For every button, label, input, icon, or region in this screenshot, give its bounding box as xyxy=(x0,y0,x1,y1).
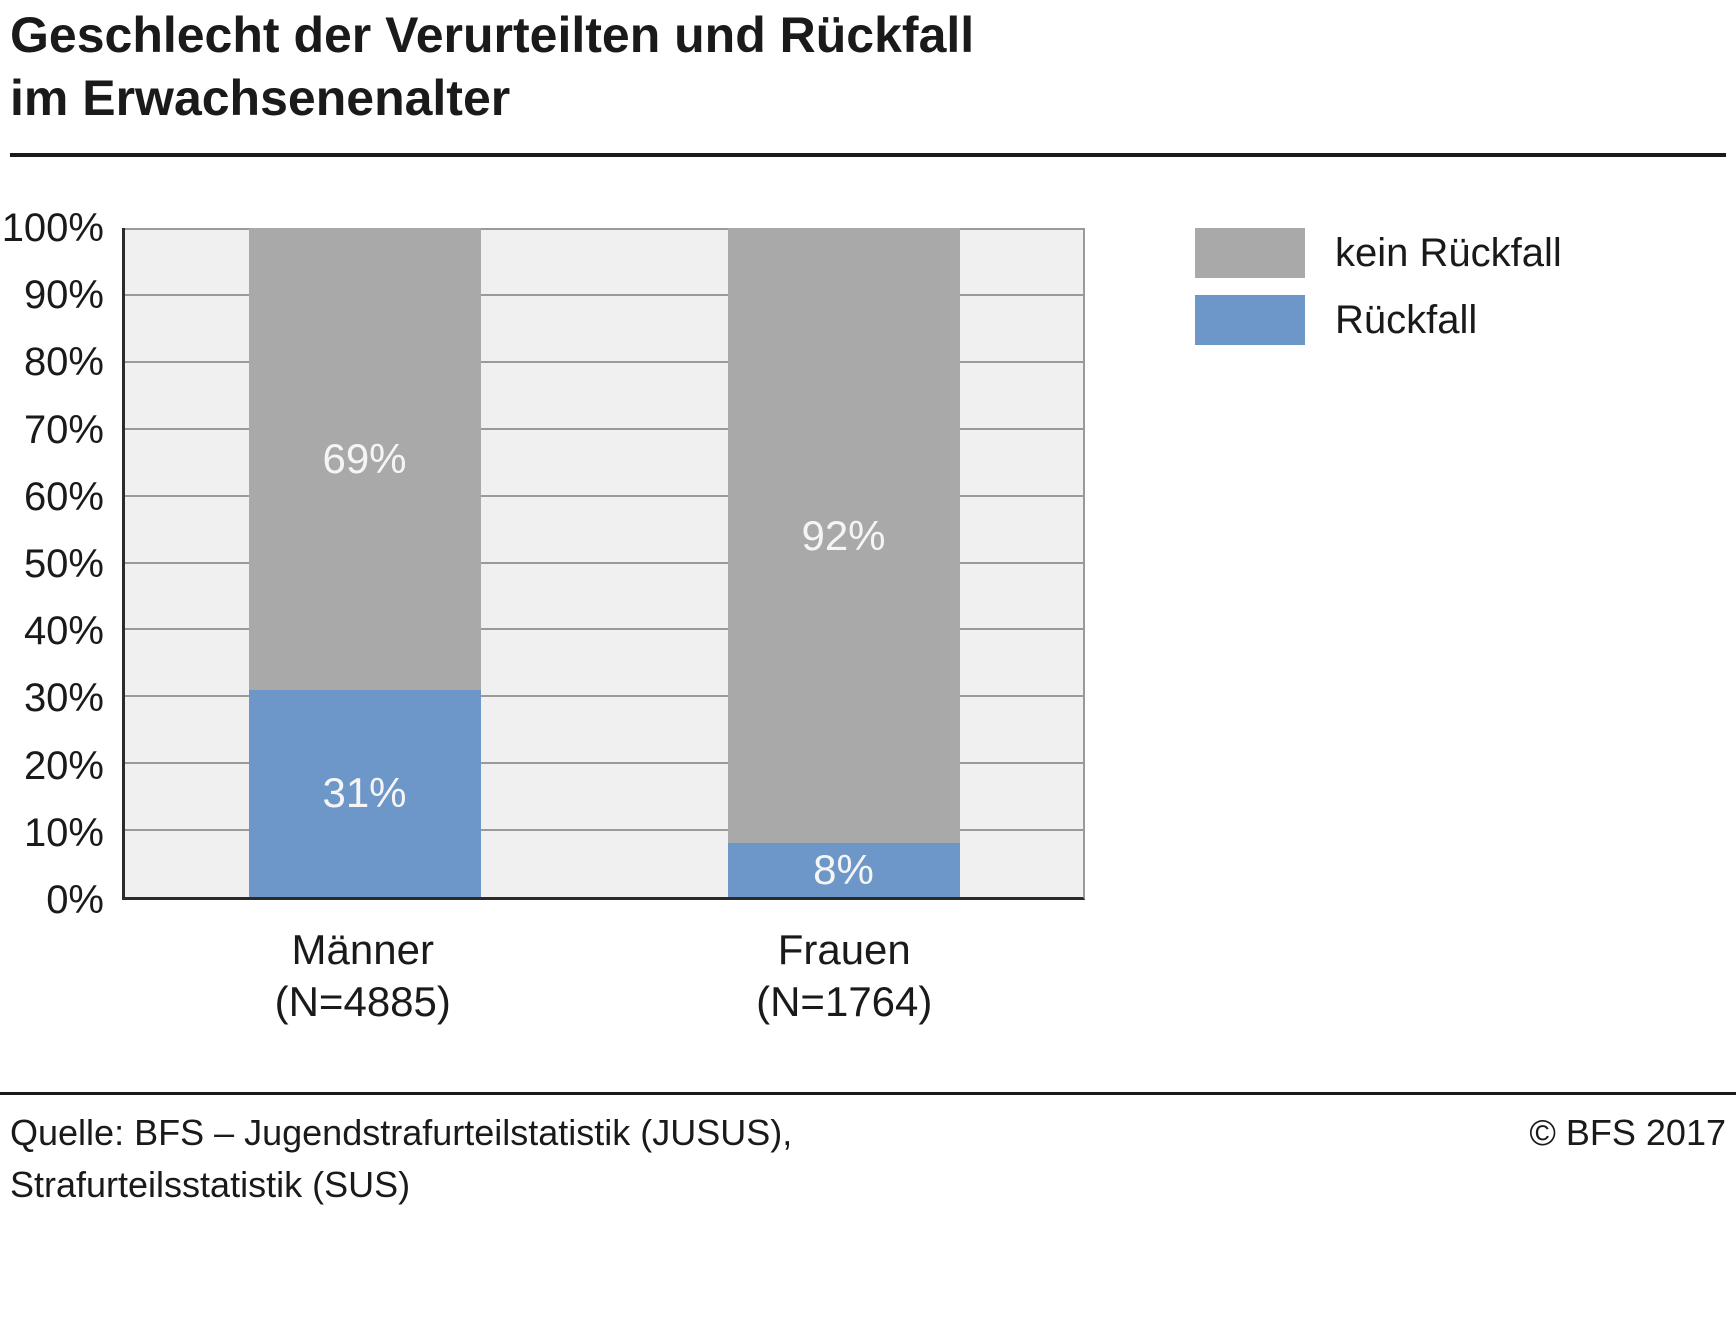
bar-value-label: 69% xyxy=(322,434,407,482)
legend: kein Rückfall Rückfall xyxy=(1195,228,1562,362)
y-tick-label: 20% xyxy=(23,743,104,788)
page-title: Geschlecht der Verurteilten und Rückfall… xyxy=(10,4,1726,130)
gridline xyxy=(125,293,1083,296)
x-label-frauen: Frauen (N=1764) xyxy=(604,924,1086,1028)
category-name: Männer xyxy=(291,926,434,973)
chart-header: Geschlecht der Verurteilten und Rückfall… xyxy=(0,0,1736,157)
gridline xyxy=(125,561,1083,564)
footer: Quelle: BFS – Jugendstrafurteilstatistik… xyxy=(0,1092,1736,1211)
legend-label-kein-rueckfall: kein Rückfall xyxy=(1335,231,1562,275)
y-axis: 100% 90% 80% 70% 60% 50% 40% 30% 20% 10% 0% xyxy=(0,208,104,920)
y-tick-label: 0% xyxy=(46,878,104,922)
gridline xyxy=(125,829,1083,832)
category-name: Frauen xyxy=(777,926,911,973)
legend-swatch-kein-rueckfall xyxy=(1195,228,1305,278)
copyright: © BFS 2017 xyxy=(1529,1112,1726,1153)
y-tick-label: 80% xyxy=(23,340,104,385)
legend-item-kein-rueckfall: kein Rückfall xyxy=(1195,228,1562,278)
gridline xyxy=(125,360,1083,363)
gridline xyxy=(125,228,1083,230)
y-tick-label: 90% xyxy=(23,273,104,318)
title-divider xyxy=(10,153,1726,157)
bar-value-label: 31% xyxy=(322,769,407,817)
gridline xyxy=(125,628,1083,631)
gridline xyxy=(125,427,1083,430)
plot-area: 69% 31% 92% 8% xyxy=(122,228,1085,900)
bar-segment-rueckfall-maenner: 31% xyxy=(248,689,481,897)
bar-slot-maenner: 69% 31% xyxy=(125,228,604,897)
legend-label-rueckfall: Rückfall xyxy=(1335,298,1478,342)
footer-text: Quelle: BFS – Jugendstrafurteilstatistik… xyxy=(0,1095,1736,1211)
bar-value-label: 8% xyxy=(813,846,874,894)
bars: 69% 31% 92% 8% xyxy=(125,228,1083,897)
y-tick-label: 50% xyxy=(23,542,104,586)
bar-frauen: 92% 8% xyxy=(727,228,960,897)
gridline xyxy=(125,494,1083,497)
footer-divider xyxy=(0,1092,1736,1095)
y-tick-label: 40% xyxy=(23,609,104,654)
bar-slot-frauen: 92% 8% xyxy=(604,228,1083,897)
source-note: Quelle: BFS – Jugendstrafurteilstatistik… xyxy=(10,1107,792,1211)
source-line1: Quelle: BFS – Jugendstrafurteilstatistik… xyxy=(10,1112,793,1153)
stacked-bar-chart: 100% 90% 80% 70% 60% 50% 40% 30% 20% 10% 0% 69% 31… xyxy=(0,208,1736,1038)
gridline xyxy=(125,762,1083,765)
page-title-line2: im Erwachsenenalter xyxy=(10,70,511,126)
legend-swatch-rueckfall xyxy=(1195,295,1305,345)
bar-value-label: 92% xyxy=(801,511,886,559)
category-count: (N=4885) xyxy=(274,978,451,1025)
gridlines xyxy=(125,228,1083,897)
bar-maenner: 69% 31% xyxy=(248,228,481,897)
bar-segment-rueckfall-frauen: 8% xyxy=(727,843,960,897)
y-tick-label: 10% xyxy=(23,810,104,855)
y-tick-label: 70% xyxy=(23,407,104,452)
gridline xyxy=(125,695,1083,698)
category-count: (N=1764) xyxy=(756,978,933,1025)
x-label-maenner: Männer (N=4885) xyxy=(122,924,604,1028)
source-line2: Strafurteilsstatistik (SUS) xyxy=(10,1164,411,1205)
y-tick-label: 30% xyxy=(23,676,104,721)
bar-segment-kein-rueckfall-maenner: 69% xyxy=(248,228,481,690)
y-tick-label: 60% xyxy=(23,474,104,519)
page-title-line1: Geschlecht der Verurteilten und Rückfall xyxy=(10,7,975,63)
bar-segment-kein-rueckfall-frauen: 92% xyxy=(727,228,960,844)
x-axis-labels: Männer (N=4885) Frauen (N=1764) xyxy=(122,924,1085,1028)
y-tick-label: 100% xyxy=(1,206,104,250)
legend-item-rueckfall: Rückfall xyxy=(1195,295,1562,345)
